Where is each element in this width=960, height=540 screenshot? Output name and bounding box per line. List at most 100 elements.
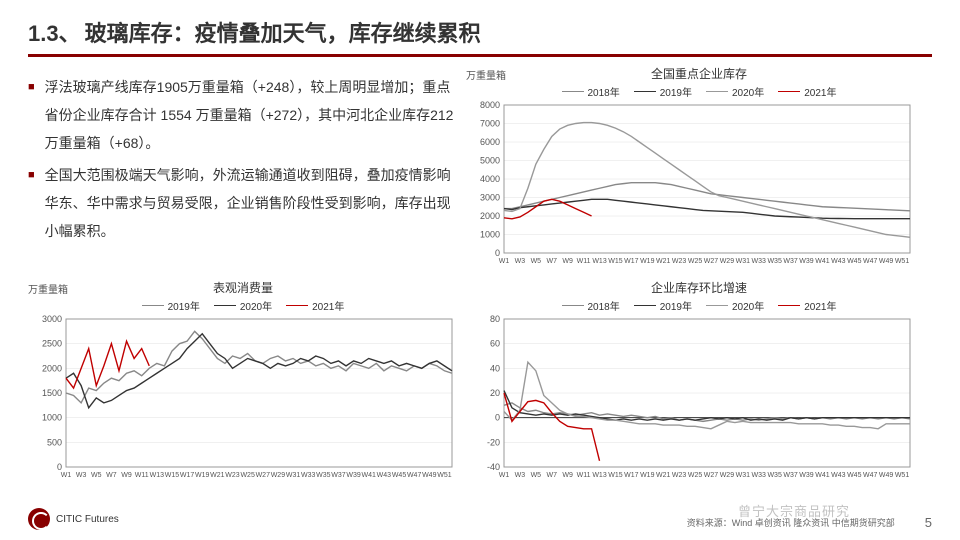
svg-text:W37: W37: [783, 472, 798, 479]
legend-label: 2021年: [312, 298, 344, 313]
legend-swatch: [706, 91, 728, 93]
svg-text:W19: W19: [195, 472, 210, 479]
page-number: 5: [925, 515, 932, 530]
bullet-item: ■浮法玻璃产线库存1905万重量箱（+248），较上周明显增加；重点省份企业库存…: [28, 73, 458, 157]
svg-text:2000: 2000: [42, 363, 62, 373]
legend-swatch: [634, 305, 656, 307]
svg-text:W43: W43: [831, 258, 846, 265]
svg-text:W47: W47: [407, 472, 422, 479]
legend-item: 2020年: [706, 298, 764, 313]
chart-legend: 2019年 2020年 2021年: [28, 298, 458, 313]
svg-text:W35: W35: [316, 472, 331, 479]
svg-text:0: 0: [57, 462, 62, 472]
svg-text:W47: W47: [863, 472, 878, 479]
legend-label: 2020年: [240, 298, 272, 313]
legend-label: 2019年: [660, 298, 692, 313]
chart-svg: 010002000300040005000600070008000W1W3W5W…: [466, 101, 916, 273]
legend-item: 2021年: [778, 298, 836, 313]
y-axis-unit: 万重量箱: [28, 281, 68, 296]
svg-text:W5: W5: [91, 472, 102, 479]
legend-swatch: [562, 91, 584, 93]
title-main: 玻璃库存：疫情叠加天气，库存继续累积: [85, 16, 481, 48]
svg-text:40: 40: [490, 363, 500, 373]
svg-text:80: 80: [490, 315, 500, 324]
svg-text:3000: 3000: [480, 193, 500, 203]
svg-text:W25: W25: [688, 258, 703, 265]
svg-text:-20: -20: [487, 437, 500, 447]
svg-text:W1: W1: [499, 258, 510, 265]
slide-footer: CITIC Futures 资料来源：Wind 卓创资讯 隆众资讯 中信期货研究…: [28, 508, 932, 530]
legend-swatch: [706, 305, 728, 307]
svg-text:W21: W21: [210, 472, 225, 479]
legend-item: 2019年: [634, 298, 692, 313]
svg-text:W45: W45: [847, 258, 862, 265]
svg-text:W41: W41: [362, 472, 377, 479]
legend-item: 2019年: [142, 298, 200, 313]
svg-text:W43: W43: [831, 472, 846, 479]
svg-text:W3: W3: [76, 472, 87, 479]
svg-text:W35: W35: [767, 258, 782, 265]
svg-text:W27: W27: [704, 258, 719, 265]
svg-text:W31: W31: [736, 258, 751, 265]
legend-swatch: [286, 305, 308, 307]
legend-item: 2021年: [286, 298, 344, 313]
svg-text:W11: W11: [577, 472, 591, 479]
svg-text:W25: W25: [240, 472, 255, 479]
legend-swatch: [142, 305, 164, 307]
svg-text:W29: W29: [271, 472, 286, 479]
svg-text:W49: W49: [879, 472, 894, 479]
svg-text:W27: W27: [256, 472, 270, 479]
svg-text:W19: W19: [640, 472, 655, 479]
legend-item: 2020年: [214, 298, 272, 313]
svg-text:5000: 5000: [480, 156, 500, 166]
svg-text:W21: W21: [656, 472, 671, 479]
bullet-icon: ■: [28, 73, 35, 157]
bullet-text: 全国大范围极端天气影响，外流运输通道收到阻碍，叠加疫情影响华东、华中需求与贸易受…: [45, 161, 458, 245]
legend-label: 2021年: [804, 298, 836, 313]
svg-text:1000: 1000: [42, 413, 62, 423]
legend-swatch: [778, 91, 800, 93]
chart-legend: 2018年 2019年 2020年 2021年: [466, 84, 932, 99]
svg-text:W7: W7: [106, 472, 117, 479]
svg-text:W5: W5: [531, 472, 542, 479]
svg-text:60: 60: [490, 339, 500, 349]
chart-title: 表观消费量: [28, 279, 458, 296]
brand-logo: CITIC Futures: [28, 508, 119, 530]
chart-apparent-consumption: 万重量箱 表观消费量 2019年2020年2021年 0500100015002…: [28, 279, 458, 487]
legend-item: 2019年: [634, 84, 692, 99]
legend-swatch: [634, 91, 656, 93]
svg-text:20: 20: [490, 388, 500, 398]
svg-text:W17: W17: [624, 472, 639, 479]
title-prefix: 1.3、: [28, 16, 81, 48]
chart-national-inventory: 万重量箱 全国重点企业库存 2018年2019年2020年2021年 01000…: [466, 65, 932, 273]
svg-text:W33: W33: [301, 472, 316, 479]
slide-title: 1.3、 玻璃库存：疫情叠加天气，库存继续累积: [28, 16, 932, 57]
legend-label: 2018年: [588, 84, 620, 99]
svg-text:W13: W13: [592, 472, 607, 479]
svg-text:W23: W23: [672, 258, 687, 265]
svg-text:W9: W9: [562, 258, 573, 265]
bullet-icon: ■: [28, 161, 35, 245]
chart-svg: 050010001500200025003000W1W3W5W7W9W11W13…: [28, 315, 458, 487]
legend-label: 2018年: [588, 298, 620, 313]
svg-text:W19: W19: [640, 258, 655, 265]
legend-label: 2019年: [660, 84, 692, 99]
svg-text:W45: W45: [392, 472, 407, 479]
legend-label: 2021年: [804, 84, 836, 99]
svg-text:3000: 3000: [42, 315, 62, 324]
svg-text:7000: 7000: [480, 119, 500, 129]
svg-text:2000: 2000: [480, 211, 500, 221]
svg-text:W31: W31: [286, 472, 301, 479]
bullet-text: 浮法玻璃产线库存1905万重量箱（+248），较上周明显增加；重点省份企业库存合…: [45, 73, 458, 157]
svg-text:W29: W29: [720, 472, 735, 479]
svg-text:6000: 6000: [480, 137, 500, 147]
svg-text:W37: W37: [331, 472, 346, 479]
legend-label: 2019年: [168, 298, 200, 313]
svg-text:W21: W21: [656, 258, 671, 265]
svg-text:W1: W1: [499, 472, 510, 479]
svg-text:W49: W49: [879, 258, 894, 265]
svg-text:0: 0: [495, 413, 500, 423]
legend-swatch: [562, 305, 584, 307]
legend-label: 2020年: [732, 84, 764, 99]
svg-text:500: 500: [47, 437, 62, 447]
